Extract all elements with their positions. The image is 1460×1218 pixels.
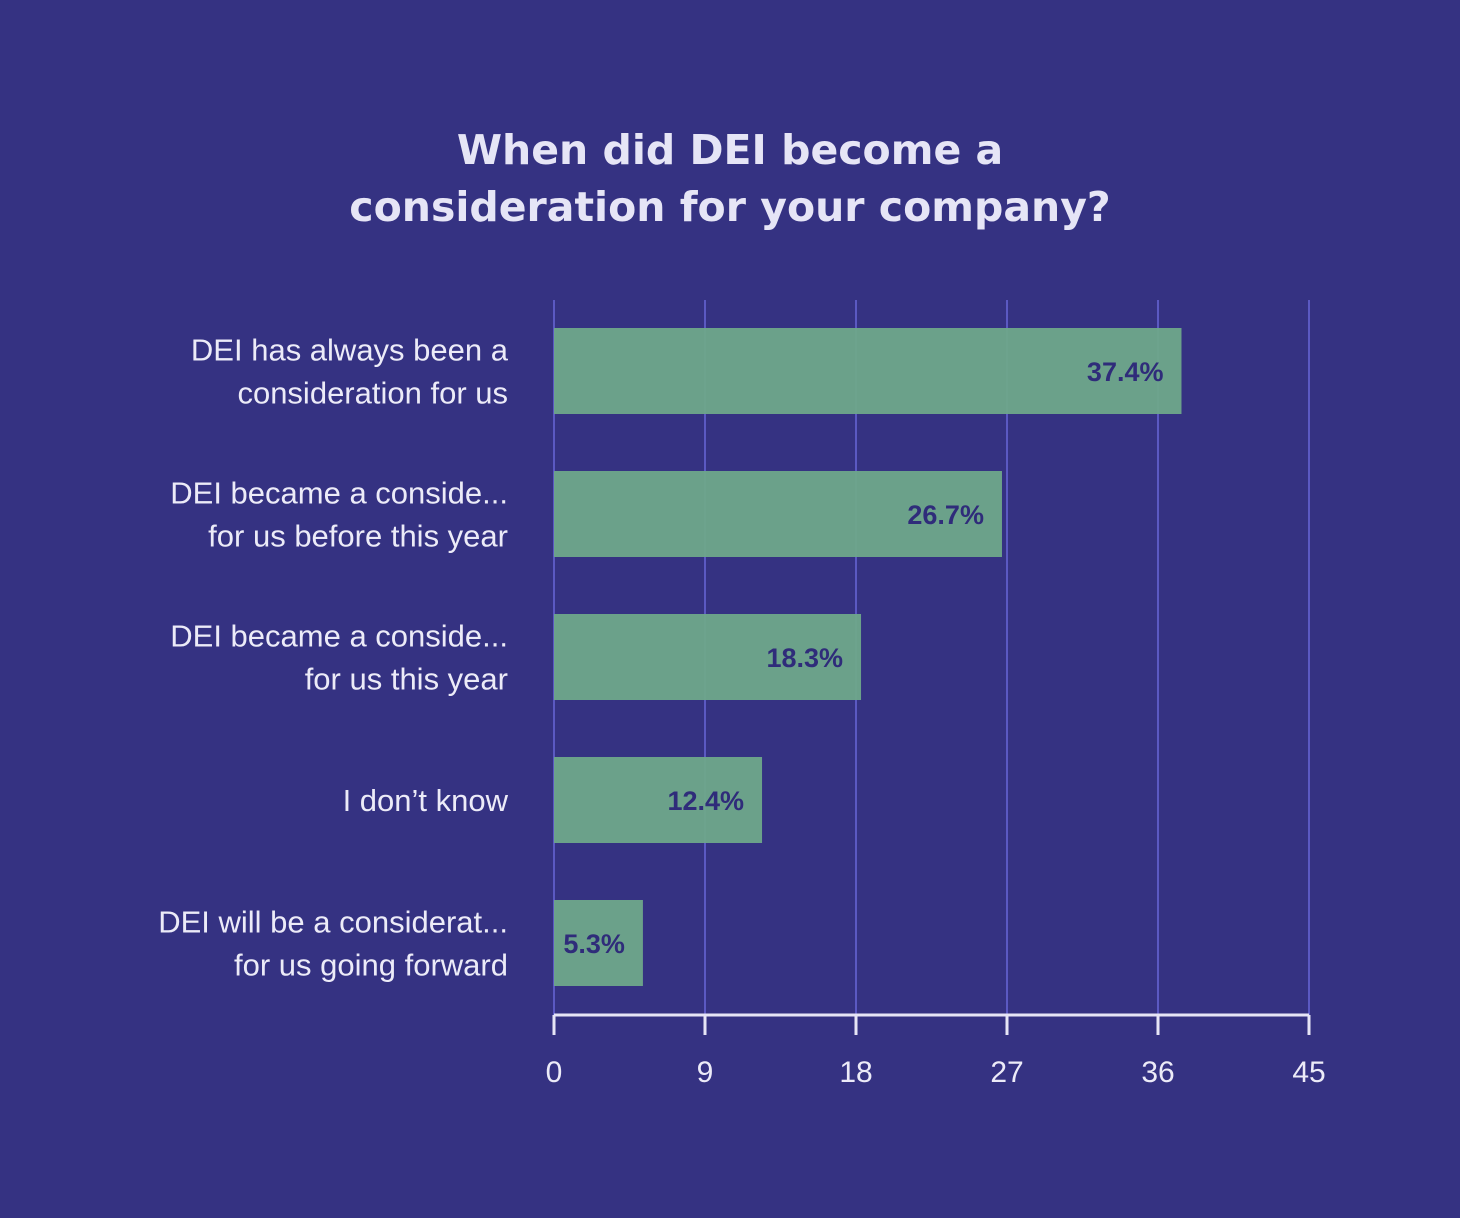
bar-4 xyxy=(554,900,643,986)
chart-title-line-2: consideration for your company? xyxy=(349,183,1111,231)
category-label-1-line-1: for us before this year xyxy=(208,519,508,554)
bar-value-label-4: 5.3% xyxy=(563,929,625,959)
bar-2 xyxy=(554,614,862,700)
chart-title: When did DEI become a consideration for … xyxy=(0,122,1460,236)
category-label-4-line-0: DEI will be a considerat... xyxy=(158,905,508,940)
chart-title-line-1: When did DEI become a xyxy=(456,126,1004,174)
x-tick-label-1: 9 xyxy=(697,1056,714,1089)
category-label-4-line-1: for us going forward xyxy=(234,948,508,983)
bar-value-label-3: 12.4% xyxy=(667,786,744,816)
category-label-2-line-1: for us this year xyxy=(305,662,508,697)
category-label-0-line-1: consideration for us xyxy=(237,376,508,411)
x-tick-label-0: 0 xyxy=(546,1056,563,1089)
category-label-0-line-0: DEI has always been a xyxy=(191,333,509,368)
x-tick-label-3: 27 xyxy=(990,1056,1023,1089)
x-tick-label-5: 45 xyxy=(1292,1056,1325,1089)
x-tick-label-2: 18 xyxy=(839,1056,872,1089)
bar-3 xyxy=(554,757,763,843)
bar-0 xyxy=(554,328,1182,414)
bar-value-label-0: 37.4% xyxy=(1087,357,1164,387)
category-label-1-line-0: DEI became a conside... xyxy=(170,476,508,511)
bar-value-label-2: 18.3% xyxy=(766,643,843,673)
category-label-3-line-0: I don’t know xyxy=(343,783,509,818)
bar-1 xyxy=(554,471,1002,557)
category-label-2-line-0: DEI became a conside... xyxy=(170,619,508,654)
x-tick-label-4: 36 xyxy=(1141,1056,1174,1089)
bar-value-label-1: 26.7% xyxy=(907,500,984,530)
